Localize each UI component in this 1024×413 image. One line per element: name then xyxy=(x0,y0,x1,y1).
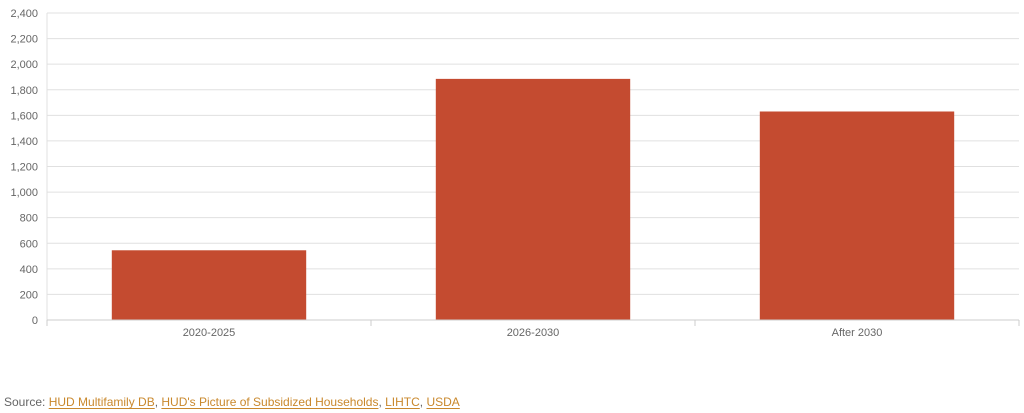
y-tick-label: 600 xyxy=(20,238,38,250)
y-tick-label: 2,200 xyxy=(10,34,38,46)
y-tick-label: 2,000 xyxy=(10,59,38,71)
x-tick-label: 2026-2030 xyxy=(507,327,560,339)
source-link-hud-picture-of-subsidized-households[interactable]: HUD's Picture of Subsidized Households xyxy=(161,395,379,409)
y-tick-label: 0 xyxy=(32,315,38,327)
x-tick-label: 2020-2025 xyxy=(183,327,236,339)
y-tick-label: 1,200 xyxy=(10,162,38,174)
source-separator: , xyxy=(154,395,162,409)
bar[interactable] xyxy=(435,78,631,321)
y-tick-label: 800 xyxy=(20,213,38,225)
y-tick-label: 1,600 xyxy=(10,110,38,122)
y-tick-label: 2,400 xyxy=(10,8,38,20)
y-tick-label: 200 xyxy=(20,289,38,301)
y-tick-label: 1,400 xyxy=(10,136,38,148)
bars xyxy=(111,78,955,321)
bar-chart: 0 200 400 600 800 1,000 1,200 1,400 1,600 1,800 2,… xyxy=(10,8,1020,339)
source-prefix: Source: xyxy=(4,395,49,409)
source-link-usda[interactable]: USDA xyxy=(426,395,460,409)
source-link-hud-multifamily-db[interactable]: HUD Multifamily DB xyxy=(48,395,155,409)
bar[interactable] xyxy=(759,111,955,320)
bar[interactable] xyxy=(111,250,307,320)
source-note: Source: HUD Multifamily DB, HUD's Pictur… xyxy=(4,395,460,409)
y-tick-label: 400 xyxy=(20,264,38,276)
source-separator: , xyxy=(378,395,386,409)
x-axis: 2020-2025 2026-2030 After 2030 xyxy=(46,319,1020,339)
y-tick-label: 1,000 xyxy=(10,187,38,199)
source-separator: , xyxy=(419,395,427,409)
y-axis-tick-labels: 0 200 400 600 800 1,000 1,200 1,400 1,600 1,800 2,… xyxy=(10,8,38,327)
y-tick-label: 1,800 xyxy=(10,85,38,97)
x-tick-label: After 2030 xyxy=(832,327,883,339)
source-link-lihtc[interactable]: LIHTC xyxy=(385,395,420,409)
